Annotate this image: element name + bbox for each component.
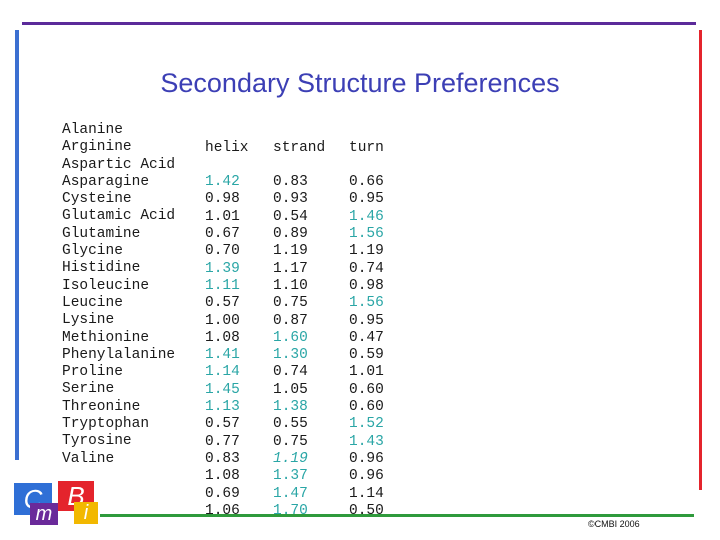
strand-value: 1.19 bbox=[273, 243, 308, 260]
strand-value: 1.10 bbox=[273, 277, 308, 294]
strand-value: 1.47 bbox=[273, 485, 308, 502]
amino-acid-name: Isoleucine bbox=[62, 277, 150, 294]
strand-value: 0.83 bbox=[273, 174, 308, 191]
logo-m-letter: m bbox=[35, 503, 53, 525]
strand-value: 1.17 bbox=[273, 260, 308, 277]
strand-value: 0.75 bbox=[273, 433, 308, 450]
top-border-line bbox=[22, 22, 696, 25]
helix-value: 0.77 bbox=[205, 433, 240, 450]
helix-value: 0.98 bbox=[205, 191, 240, 208]
logo-i-letter: i bbox=[83, 502, 89, 524]
amino-acid-name: Cysteine bbox=[62, 191, 132, 208]
turn-header: turn bbox=[349, 139, 384, 156]
strand-value: 0.75 bbox=[273, 295, 308, 312]
turn-value: 0.60 bbox=[349, 381, 384, 398]
slide-title: Secondary Structure Preferences bbox=[160, 68, 560, 98]
turn-value: 0.60 bbox=[349, 399, 384, 416]
helix-value: 1.08 bbox=[205, 329, 240, 346]
turn-column: turn 0.66 0.95 1.46 1.56 1.19 0.74 0.98 1.56 0.9… bbox=[349, 105, 384, 520]
helix-value: 1.13 bbox=[205, 399, 240, 416]
logo-m-block: m bbox=[30, 503, 58, 525]
strand-value: 1.30 bbox=[273, 347, 308, 364]
helix-value: 1.00 bbox=[205, 312, 240, 329]
turn-value: 0.74 bbox=[349, 260, 384, 277]
amino-acid-name: Lysine bbox=[62, 312, 115, 329]
helix-value: 0.70 bbox=[205, 243, 240, 260]
helix-value: 1.41 bbox=[205, 347, 240, 364]
turn-value: 0.98 bbox=[349, 277, 384, 294]
turn-value: 0.95 bbox=[349, 312, 384, 329]
turn-value: 1.43 bbox=[349, 433, 384, 450]
logo-i-block: i bbox=[74, 502, 98, 524]
turn-value: 0.96 bbox=[349, 450, 384, 467]
turn-value: 1.19 bbox=[349, 243, 384, 260]
strand-value: 0.93 bbox=[273, 191, 308, 208]
turn-value: 1.56 bbox=[349, 226, 384, 243]
amino-acid-name: Arginine bbox=[62, 139, 132, 156]
amino-acid-name: Tyrosine bbox=[62, 433, 132, 450]
amino-acid-name: Tryptophan bbox=[62, 416, 150, 433]
turn-value: 0.59 bbox=[349, 347, 384, 364]
copyright-text: ©CMBI 2006 bbox=[588, 519, 640, 529]
strand-value: 1.38 bbox=[273, 399, 308, 416]
amino-acid-name: Histidine bbox=[62, 260, 141, 277]
strand-value: 1.19 bbox=[273, 450, 308, 467]
amino-acid-name: Serine bbox=[62, 381, 115, 398]
helix-value: 1.42 bbox=[205, 174, 240, 191]
helix-value: 1.14 bbox=[205, 364, 240, 381]
amino-acid-name: Glycine bbox=[62, 243, 123, 260]
turn-value: 1.52 bbox=[349, 416, 384, 433]
turn-value: 0.50 bbox=[349, 502, 384, 519]
amino-acid-column: Alanine Arginine Aspartic Acid Asparagine Cy… bbox=[62, 122, 175, 468]
turn-value: 1.14 bbox=[349, 485, 384, 502]
turn-value: 0.96 bbox=[349, 468, 384, 485]
helix-value: 0.57 bbox=[205, 295, 240, 312]
amino-acid-name: Alanine bbox=[62, 122, 123, 138]
amino-acid-name: Threonine bbox=[62, 398, 141, 415]
helix-value: 0.57 bbox=[205, 416, 240, 433]
bottom-border-line bbox=[100, 514, 694, 517]
helix-value: 0.83 bbox=[205, 450, 240, 467]
turn-value: 0.66 bbox=[349, 174, 384, 191]
turn-value: 0.47 bbox=[349, 329, 384, 346]
strand-value: 1.37 bbox=[273, 468, 308, 485]
amino-acid-name: Leucine bbox=[62, 294, 123, 311]
amino-acid-name: Valine bbox=[62, 450, 115, 467]
strand-value: 0.89 bbox=[273, 226, 308, 243]
helix-column: helix 1.42 0.98 1.01 0.67 0.70 1.39 1.11 0.57 1.… bbox=[205, 105, 249, 520]
strand-value: 1.60 bbox=[273, 329, 308, 346]
amino-acid-name: Aspartic Acid bbox=[62, 156, 176, 173]
strand-value: 1.70 bbox=[273, 502, 308, 519]
amino-acid-name: Asparagine bbox=[62, 173, 150, 190]
left-border-line bbox=[15, 30, 19, 460]
helix-header: helix bbox=[205, 139, 249, 156]
strand-header: strand bbox=[273, 139, 326, 156]
amino-acid-name: Glutamine bbox=[62, 225, 141, 242]
amino-acid-name: Proline bbox=[62, 364, 123, 381]
right-border-line bbox=[699, 30, 702, 490]
strand-value: 0.54 bbox=[273, 208, 308, 225]
amino-acid-name: Glutamic Acid bbox=[62, 208, 176, 225]
strand-column: strand 0.83 0.93 0.54 0.89 1.19 1.17 1.10 0.75 0… bbox=[273, 105, 325, 520]
strand-value: 0.87 bbox=[273, 312, 308, 329]
helix-value: 1.45 bbox=[205, 381, 240, 398]
turn-value: 1.01 bbox=[349, 364, 384, 381]
strand-value: 0.55 bbox=[273, 416, 308, 433]
amino-acid-name: Phenylalanine bbox=[62, 346, 176, 363]
strand-value: 1.05 bbox=[273, 381, 308, 398]
helix-value: 1.06 bbox=[205, 502, 240, 519]
helix-value: 1.08 bbox=[205, 468, 240, 485]
helix-value: 0.69 bbox=[205, 485, 240, 502]
helix-value: 1.01 bbox=[205, 208, 240, 225]
strand-value: 0.74 bbox=[273, 364, 308, 381]
amino-acid-name: Methionine bbox=[62, 329, 150, 346]
turn-value: 0.95 bbox=[349, 191, 384, 208]
helix-value: 1.39 bbox=[205, 260, 240, 277]
turn-value: 1.46 bbox=[349, 208, 384, 225]
helix-value: 0.67 bbox=[205, 226, 240, 243]
turn-value: 1.56 bbox=[349, 295, 384, 312]
helix-value: 1.11 bbox=[205, 277, 240, 294]
